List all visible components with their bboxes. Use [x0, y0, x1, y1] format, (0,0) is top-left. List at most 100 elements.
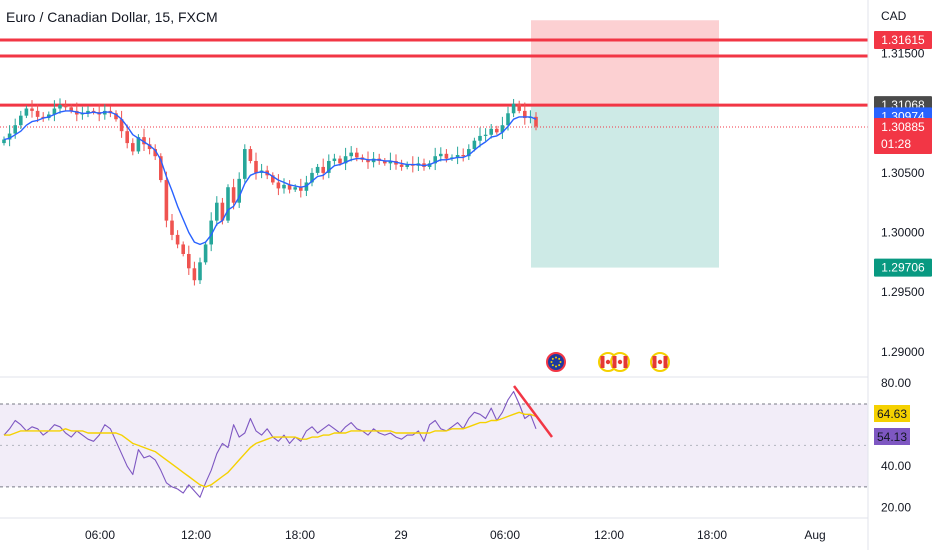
- candle-body: [58, 104, 62, 109]
- currency-label[interactable]: CAD: [881, 9, 907, 23]
- rsi-tick-label: 80.00: [881, 376, 911, 390]
- rsi-value-badge-text: 54.13: [877, 430, 907, 444]
- candle-body: [439, 153, 443, 157]
- rsi-ma-value-badge-text: 64.63: [877, 407, 907, 421]
- candle-body: [338, 158, 342, 164]
- candle-body: [332, 158, 337, 161]
- candle-body: [467, 149, 471, 157]
- candle-body: [248, 149, 253, 161]
- candle-body: [13, 125, 17, 134]
- candle-body: [455, 155, 460, 158]
- rsi-tick-label: 40.00: [881, 459, 911, 473]
- candle-body: [170, 220, 174, 235]
- candle-body: [355, 152, 359, 158]
- time-tick-label: 12:00: [594, 528, 624, 542]
- candle-body: [472, 140, 477, 150]
- candle-body: [86, 110, 90, 114]
- last-price-badge[interactable]: [874, 117, 932, 154]
- candle-body: [315, 166, 320, 173]
- candle-body: [399, 164, 404, 167]
- time-tick-label: 12:00: [181, 528, 211, 542]
- rsi-ma-line: [4, 411, 537, 488]
- time-tick-label: 06:00: [85, 528, 115, 542]
- candle-body: [181, 244, 185, 254]
- candle-body: [63, 104, 68, 108]
- event-marker[interactable]: [546, 352, 566, 372]
- flag-stripe: [652, 356, 657, 368]
- candle-body: [192, 268, 197, 281]
- candle-body: [175, 234, 180, 245]
- chart-title: Euro / Canadian Dollar, 15, FXCM: [6, 9, 218, 25]
- candle-body: [142, 137, 146, 145]
- candle-body: [254, 160, 258, 173]
- candle-body: [511, 103, 516, 114]
- candle-body: [293, 187, 297, 190]
- candle-body: [209, 220, 213, 245]
- candle-body: [271, 175, 275, 183]
- maple-leaf: [657, 359, 663, 365]
- eu-star: [558, 364, 561, 367]
- candle-body: [483, 134, 488, 136]
- stop-loss-zone[interactable]: [531, 20, 719, 106]
- candle-body: [349, 152, 353, 157]
- candle-body: [500, 125, 505, 133]
- candle-body: [147, 144, 152, 150]
- candle-body: [299, 187, 303, 191]
- candle-body: [310, 172, 314, 183]
- candle-body: [388, 160, 393, 164]
- candle-body: [478, 135, 482, 141]
- rsi-ma-value-badge[interactable]: [874, 405, 910, 422]
- candle-body: [534, 116, 538, 127]
- candle-body: [517, 103, 521, 111]
- candle-body: [321, 166, 325, 173]
- candle-body: [231, 187, 236, 203]
- candle-body: [366, 159, 370, 163]
- candle-body: [35, 110, 40, 117]
- eu-star: [555, 356, 557, 359]
- eu-star: [551, 364, 554, 367]
- flag-stripe: [612, 356, 617, 368]
- rsi-value-badge[interactable]: [874, 428, 910, 445]
- countdown-text: 01:28: [881, 137, 911, 151]
- time-tick-label: Aug: [804, 528, 825, 542]
- candle-body: [433, 156, 437, 164]
- candle-body: [52, 108, 57, 115]
- candle-body: [226, 187, 230, 221]
- price-tick-label: 1.29500: [881, 285, 925, 299]
- candle-body: [203, 244, 208, 263]
- eu-star: [558, 357, 561, 360]
- rsi-trendline[interactable]: [512, 385, 554, 438]
- candle-body: [282, 184, 286, 189]
- candle-body: [153, 149, 157, 157]
- event-marker[interactable]: [610, 352, 630, 372]
- candle-body: [489, 128, 493, 135]
- target-badge-text: 1.29706: [881, 261, 925, 275]
- event-marker[interactable]: [650, 352, 670, 372]
- candle-body: [159, 156, 163, 181]
- price-tick-label: 1.31500: [881, 47, 925, 61]
- flag-stripe: [623, 356, 628, 368]
- price-tick-label: 1.29000: [881, 345, 925, 359]
- target-badge[interactable]: [874, 258, 932, 277]
- candle-body: [383, 160, 387, 164]
- flag-stripe: [663, 356, 668, 368]
- flag-stripe: [600, 356, 605, 368]
- candle-body: [220, 202, 225, 221]
- candle-body: [243, 149, 247, 179]
- candle-body: [495, 128, 499, 133]
- candle-body: [30, 108, 34, 111]
- candle-body: [2, 139, 6, 144]
- eu-star: [551, 357, 554, 360]
- time-tick-label: 18:00: [285, 528, 315, 542]
- candle-body: [131, 143, 135, 152]
- candle-body: [24, 108, 29, 116]
- resistance-badge[interactable]: [874, 30, 932, 49]
- time-tick-label: 18:00: [697, 528, 727, 542]
- candle-body: [444, 153, 449, 159]
- price-tick-label: 1.30500: [881, 166, 925, 180]
- take-profit-zone[interactable]: [531, 105, 719, 268]
- candle-body: [19, 115, 23, 126]
- time-tick-label: 06:00: [490, 528, 520, 542]
